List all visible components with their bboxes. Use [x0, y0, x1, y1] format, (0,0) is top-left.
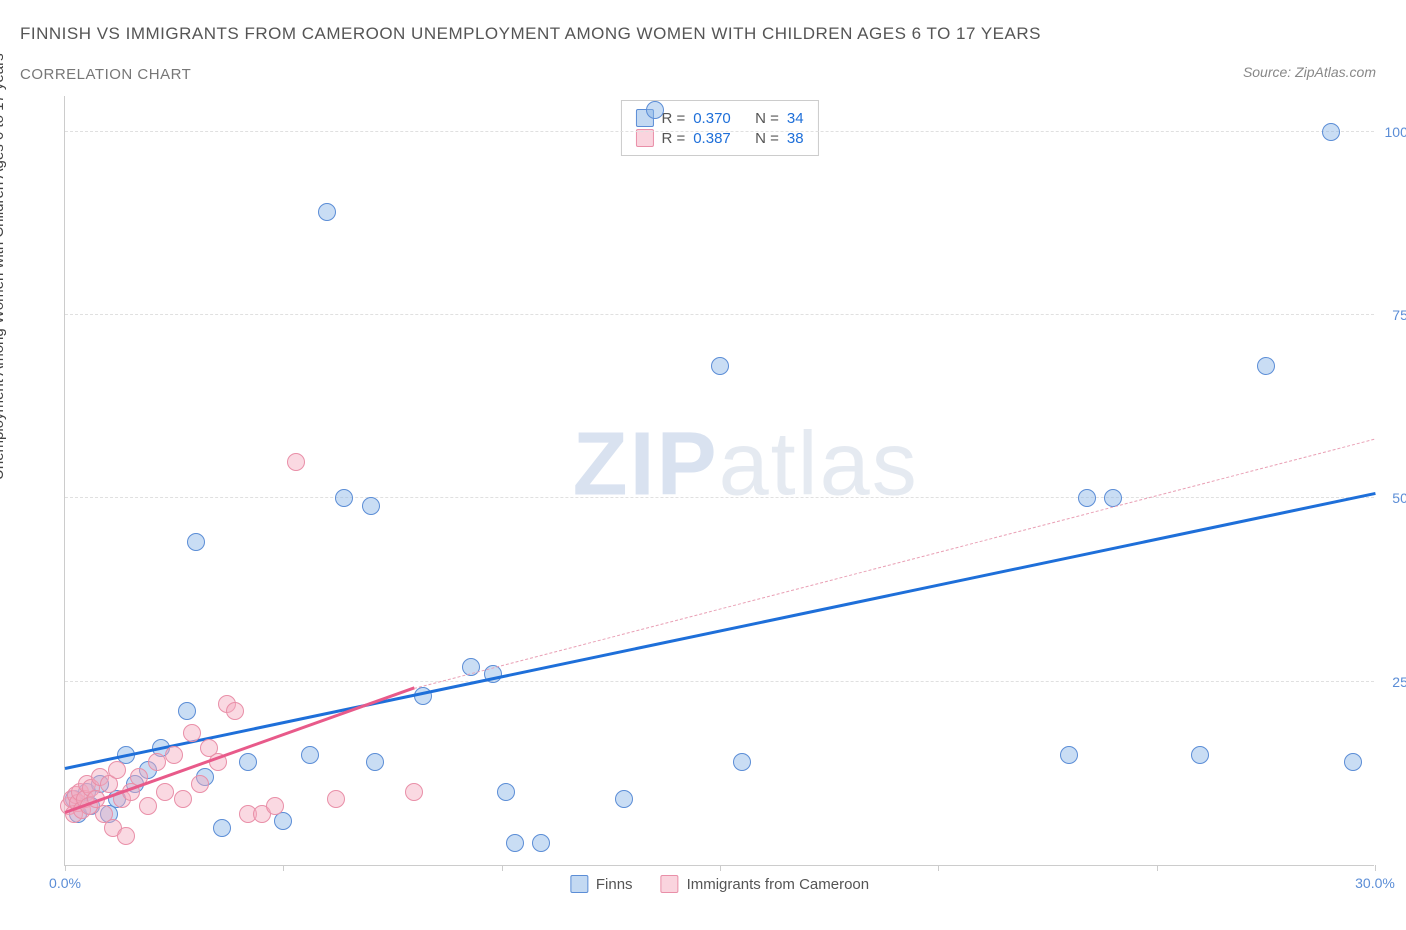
data-point	[191, 775, 209, 793]
data-point	[532, 834, 550, 852]
data-point	[266, 797, 284, 815]
x-tick	[502, 865, 503, 871]
data-point	[497, 783, 515, 801]
gridline	[65, 681, 1374, 682]
data-point	[301, 746, 319, 764]
legend-label-finns: Finns	[596, 876, 633, 893]
data-point	[711, 357, 729, 375]
data-point	[183, 724, 201, 742]
stat-n-value-cameroon: 38	[787, 130, 804, 147]
data-point	[1191, 746, 1209, 764]
watermark: ZIPatlas	[573, 414, 919, 517]
data-point	[187, 533, 205, 551]
x-tick	[938, 865, 939, 871]
x-tick	[720, 865, 721, 871]
data-point	[213, 819, 231, 837]
x-tick	[283, 865, 284, 871]
chart-title: FINNISH VS IMMIGRANTS FROM CAMEROON UNEM…	[20, 24, 1041, 44]
legend-item-finns: Finns	[570, 875, 633, 893]
data-point	[108, 761, 126, 779]
y-tick-label: 100.0%	[1385, 124, 1406, 140]
x-tick	[1157, 865, 1158, 871]
data-point	[362, 497, 380, 515]
stat-n-label: N =	[755, 130, 779, 147]
data-point	[1322, 123, 1340, 141]
source-label: Source: ZipAtlas.com	[1243, 64, 1376, 80]
data-point	[318, 203, 336, 221]
data-point	[239, 753, 257, 771]
stat-r-value-finns: 0.370	[693, 110, 731, 127]
data-point	[1344, 753, 1362, 771]
bottom-legend: Finns Immigrants from Cameroon	[570, 875, 869, 893]
watermark-light: atlas	[719, 415, 919, 515]
scatter-chart: ZIPatlas R = 0.370 N = 34 R = 0.387 N = …	[64, 96, 1374, 866]
data-point	[165, 746, 183, 764]
gridline	[65, 497, 1374, 498]
data-point	[335, 489, 353, 507]
data-point	[117, 827, 135, 845]
data-point	[148, 753, 166, 771]
chart-subtitle: CORRELATION CHART	[20, 66, 191, 83]
swatch-blue-icon	[570, 875, 588, 893]
data-point	[366, 753, 384, 771]
data-point	[1060, 746, 1078, 764]
data-point	[506, 834, 524, 852]
y-axis-label: Unemployment Among Women with Children A…	[0, 53, 7, 480]
data-point	[287, 453, 305, 471]
legend-item-cameroon: Immigrants from Cameroon	[661, 875, 870, 893]
data-point	[139, 797, 157, 815]
stats-row-cameroon: R = 0.387 N = 38	[635, 129, 803, 147]
swatch-pink-icon	[661, 875, 679, 893]
y-tick-label: 25.0%	[1392, 674, 1406, 690]
data-point	[646, 101, 664, 119]
x-tick	[65, 865, 66, 871]
data-point	[226, 702, 244, 720]
stat-r-label: R =	[661, 110, 685, 127]
y-tick-label: 50.0%	[1392, 490, 1406, 506]
gridline	[65, 314, 1374, 315]
watermark-bold: ZIP	[573, 415, 719, 515]
data-point	[156, 783, 174, 801]
y-tick-label: 75.0%	[1392, 307, 1406, 323]
trend-line	[414, 439, 1375, 689]
data-point	[1078, 489, 1096, 507]
data-point	[405, 783, 423, 801]
data-point	[174, 790, 192, 808]
stat-n-value-finns: 34	[787, 110, 804, 127]
legend-label-cameroon: Immigrants from Cameroon	[687, 876, 870, 893]
x-tick-label: 0.0%	[49, 875, 81, 891]
gridline	[65, 131, 1374, 132]
data-point	[327, 790, 345, 808]
swatch-pink-icon	[635, 129, 653, 147]
data-point	[733, 753, 751, 771]
stat-n-label: N =	[755, 110, 779, 127]
x-tick	[1375, 865, 1376, 871]
data-point	[178, 702, 196, 720]
stat-r-value-cameroon: 0.387	[693, 130, 731, 147]
trend-line	[65, 492, 1376, 770]
data-point	[615, 790, 633, 808]
x-tick-label: 30.0%	[1355, 875, 1395, 891]
data-point	[1257, 357, 1275, 375]
stat-r-label: R =	[661, 130, 685, 147]
